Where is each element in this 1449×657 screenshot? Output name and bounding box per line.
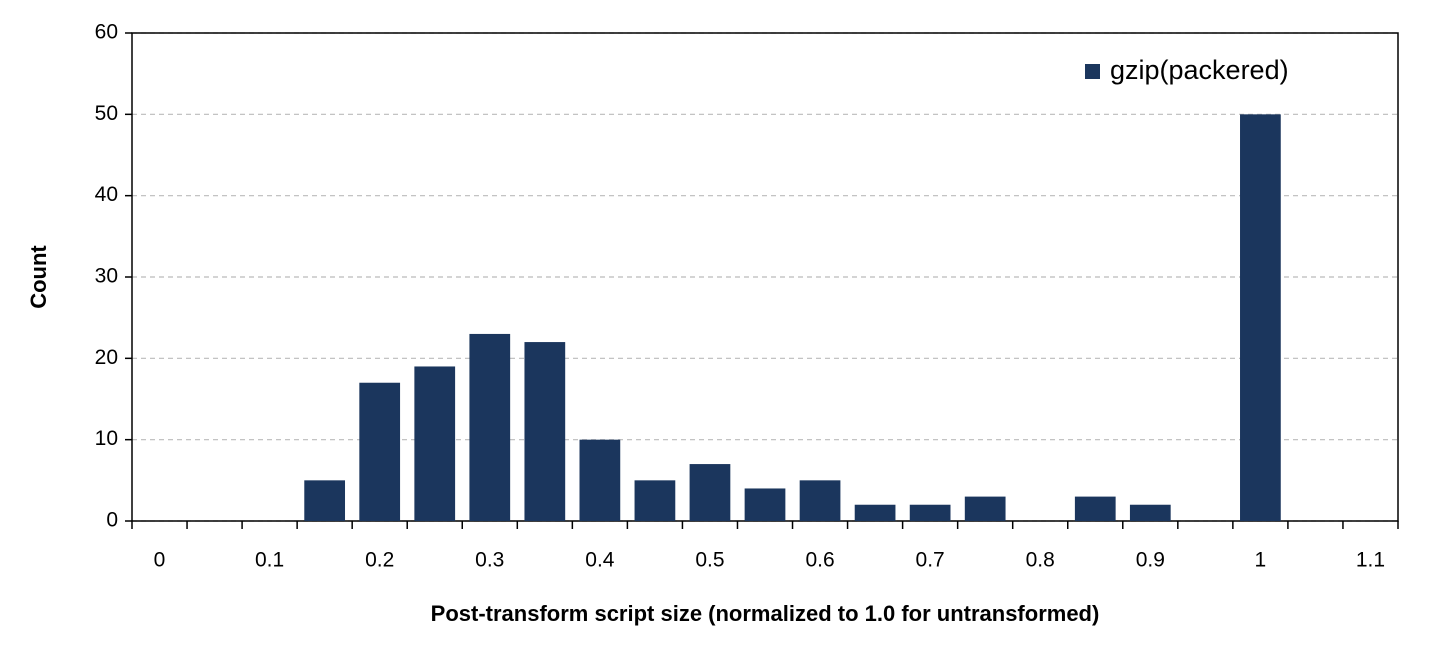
x-tick-label: 0.1 — [255, 549, 284, 572]
bar — [414, 366, 456, 521]
y-tick-label: 20 — [95, 346, 118, 369]
x-axis-label: Post-transform script size (normalized t… — [431, 601, 1100, 626]
bar — [854, 504, 896, 521]
bar — [634, 480, 676, 521]
x-tick-label: 0.7 — [916, 549, 945, 572]
x-tick-label: 0.4 — [585, 549, 615, 572]
bar — [909, 504, 951, 521]
x-tick-label: 0.8 — [1026, 549, 1055, 572]
bar — [1074, 496, 1116, 521]
x-tick-label: 1.1 — [1356, 549, 1385, 572]
y-tick-label: 0 — [106, 509, 118, 532]
bar — [964, 496, 1006, 521]
y-tick-label: 40 — [95, 183, 118, 206]
bar — [689, 464, 731, 521]
y-axis-label: Count — [26, 245, 51, 309]
bar — [744, 488, 786, 521]
y-tick-label: 60 — [95, 21, 118, 44]
x-tick-label: 0.6 — [805, 549, 834, 572]
legend-label: gzip(packered) — [1110, 55, 1289, 85]
y-tick-label: 50 — [95, 102, 118, 125]
bar — [469, 333, 511, 521]
x-tick-label: 0.5 — [695, 549, 724, 572]
bar — [304, 480, 346, 521]
bar — [799, 480, 841, 521]
legend-swatch — [1085, 64, 1100, 79]
x-tick-label: 0.3 — [475, 549, 504, 572]
x-tick-label: 0.2 — [365, 549, 394, 572]
x-tick-label: 0.9 — [1136, 549, 1165, 572]
bar — [359, 382, 401, 521]
x-tick-label: 1 — [1255, 549, 1267, 572]
y-tick-label: 30 — [95, 265, 118, 288]
bar — [579, 439, 621, 521]
y-tick-label: 10 — [95, 427, 118, 450]
bar — [1240, 114, 1281, 521]
x-tick-label: 0 — [154, 549, 166, 572]
bar — [1129, 504, 1171, 521]
bar — [524, 342, 566, 521]
